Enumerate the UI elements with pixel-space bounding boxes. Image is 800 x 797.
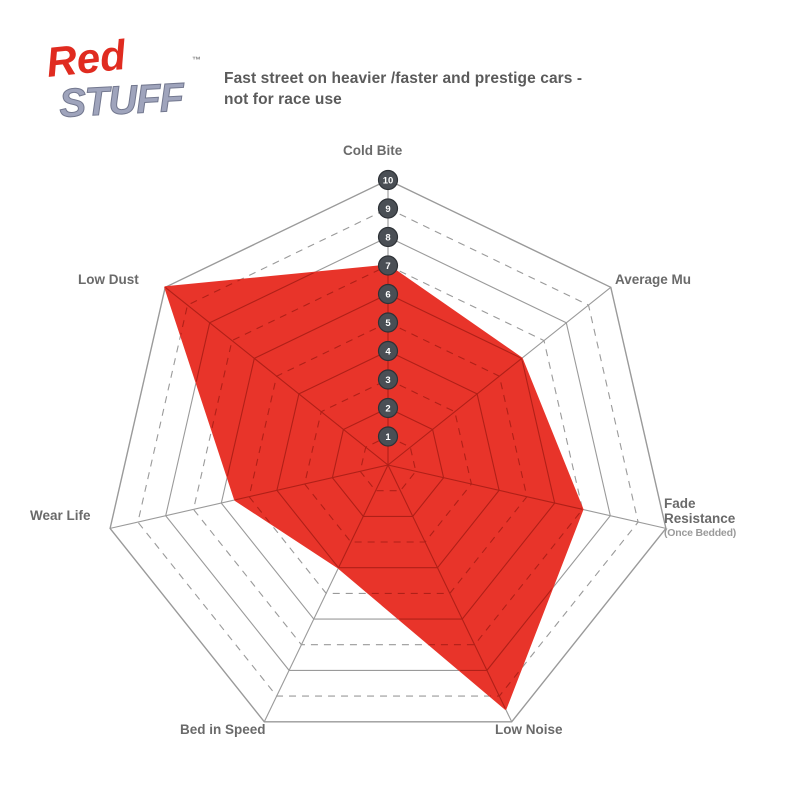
scale-marker-2: 2 xyxy=(377,397,399,419)
axis-label-fade-line-2: Resistance xyxy=(664,511,736,526)
redstuff-logo-graphic: Red STUFF ™ xyxy=(44,33,201,126)
headline-line-1: Fast street on heavier /faster and prest… xyxy=(224,70,583,87)
axis-label-cold-bite: Cold Bite xyxy=(343,143,403,158)
scale-marker-disc xyxy=(377,312,399,333)
logo-word-red: Red xyxy=(44,33,129,86)
scale-marker-disc xyxy=(377,369,399,390)
scale-marker-6: 6 xyxy=(377,283,399,305)
axis-label-fade-resistance: Fade Resistance (Once Bedded) xyxy=(664,496,736,541)
radar-spoke-overlay-6 xyxy=(165,286,389,466)
logo-trademark-icon: ™ xyxy=(192,55,201,65)
scale-marker-disc xyxy=(377,169,399,191)
scale-marker-7: 7 xyxy=(377,255,399,276)
radar-ring-overlay-3 xyxy=(304,378,472,543)
scale-marker-disc xyxy=(377,226,399,248)
scale-marker-disc xyxy=(377,340,399,362)
axis-label-bed-in-speed: Bed in Speed xyxy=(180,722,266,737)
scale-marker-label: 10 xyxy=(383,176,394,187)
axis-label-low-dust: Low Dust xyxy=(78,272,139,287)
scale-marker-8: 8 xyxy=(377,226,399,248)
axis-label-wear-life: Wear Life xyxy=(30,508,91,523)
axis-label-fade-line-1: Fade xyxy=(664,496,696,511)
scale-marker-1: 1 xyxy=(377,426,399,447)
radar-spoke-overlay-3 xyxy=(387,464,513,709)
scale-marker-disc xyxy=(377,397,399,419)
scale-marker-disc xyxy=(377,283,399,305)
scale-marker-label: 3 xyxy=(385,375,390,386)
scale-marker-9: 9 xyxy=(377,198,399,219)
scale-marker-label: 5 xyxy=(385,318,391,329)
scale-marker-5: 5 xyxy=(377,312,399,333)
radar-ring-7 xyxy=(192,264,584,646)
scale-marker-label: 1 xyxy=(385,432,391,443)
radar-ring-overlay-5 xyxy=(248,321,528,594)
radar-ring-overlay-1 xyxy=(359,435,417,492)
radar-ring-overlay-4 xyxy=(276,350,500,569)
scale-marker-3: 3 xyxy=(377,369,399,390)
scale-marker-10: 10 xyxy=(377,169,399,191)
radar-series-polygon xyxy=(164,264,584,710)
scale-marker-disc xyxy=(377,255,399,276)
radar-ring-10 xyxy=(109,179,667,723)
redstuff-logo: Red STUFF ™ xyxy=(42,33,222,133)
radar-ring-overlay-2 xyxy=(331,407,445,517)
scale-marker-label: 6 xyxy=(385,290,390,301)
scale-marker-label: 9 xyxy=(385,204,390,215)
scale-marker-label: 8 xyxy=(385,233,390,244)
headline: Fast street on heavier /faster and prest… xyxy=(224,68,694,110)
logo-word-stuff: STUFF xyxy=(58,75,187,126)
scale-marker-disc xyxy=(377,426,399,447)
radar-scale-markers: 1 2 3 4 5 6 7 8 9 10 xyxy=(377,169,399,447)
axis-label-average-mu: Average Mu xyxy=(615,272,692,287)
scale-marker-label: 7 xyxy=(385,261,390,272)
radar-spoke-overlay-5 xyxy=(165,464,389,529)
axis-label-low-noise: Low Noise xyxy=(495,722,563,737)
scale-marker-label: 4 xyxy=(385,347,391,358)
radar-polygon-redstuff xyxy=(164,264,584,710)
radar-spoke-overlay-2 xyxy=(387,464,583,529)
axis-label-fade-sublabel: (Once Bedded) xyxy=(664,527,737,539)
scale-marker-4: 4 xyxy=(377,340,399,362)
scale-marker-disc xyxy=(377,198,399,219)
headline-line-2: not for race use xyxy=(224,91,342,108)
scale-marker-label: 2 xyxy=(385,404,390,415)
